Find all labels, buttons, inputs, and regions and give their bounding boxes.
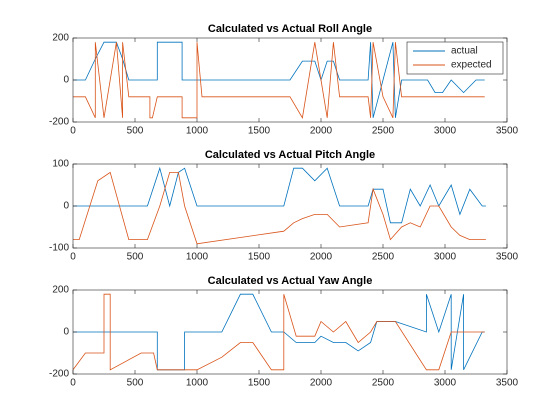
- x-tick-label: 1500: [248, 378, 271, 389]
- x-tick-label: 500: [127, 378, 144, 389]
- y-tick-label: 200: [52, 285, 69, 296]
- x-tick-label: 1000: [186, 378, 209, 389]
- x-tick-label: 1000: [186, 252, 209, 263]
- x-tick-label: 500: [127, 126, 144, 137]
- line-series: [73, 293, 485, 371]
- x-tick-label: 500: [127, 252, 144, 263]
- x-tick-label: 2500: [372, 126, 395, 137]
- chart-title: Calculated vs Actual Pitch Angle: [205, 149, 375, 161]
- x-tick-label: 3500: [496, 252, 519, 263]
- x-tick-label: 3000: [434, 378, 457, 389]
- y-tick-label: -200: [49, 117, 69, 128]
- x-tick-label: 2000: [310, 126, 333, 137]
- x-tick-label: 0: [70, 126, 76, 137]
- y-tick-label: 0: [63, 75, 69, 86]
- x-tick-label: 2500: [372, 378, 395, 389]
- x-tick-label: 0: [70, 252, 76, 263]
- x-tick-label: 1000: [186, 126, 209, 137]
- y-tick-label: 200: [52, 33, 69, 44]
- y-tick-label: -100: [49, 243, 69, 254]
- y-tick-label: 100: [52, 159, 69, 170]
- line-series: [72, 293, 485, 371]
- legend-box: [406, 41, 504, 75]
- y-tick-label: 0: [63, 327, 69, 338]
- x-tick-label: 3000: [434, 126, 457, 137]
- x-tick-label: 3500: [496, 126, 519, 137]
- x-tick-label: 3000: [434, 252, 457, 263]
- x-tick-label: 2000: [310, 252, 333, 263]
- legend-label: expected: [451, 60, 492, 71]
- x-tick-label: 1500: [248, 252, 271, 263]
- chart-title: Calculated vs Actual Yaw Angle: [208, 275, 373, 287]
- x-tick-label: 1500: [248, 126, 271, 137]
- legend-label: actual: [451, 46, 478, 57]
- y-tick-label: -200: [49, 369, 69, 380]
- x-tick-label: 2000: [310, 378, 333, 389]
- x-tick-label: 3500: [496, 378, 519, 389]
- chart-title: Calculated vs Actual Roll Angle: [208, 23, 372, 35]
- y-tick-label: 0: [63, 201, 69, 212]
- x-tick-label: 2500: [372, 252, 395, 263]
- x-tick-label: 0: [70, 378, 76, 389]
- line-series: [73, 171, 486, 245]
- line-series: [73, 42, 485, 119]
